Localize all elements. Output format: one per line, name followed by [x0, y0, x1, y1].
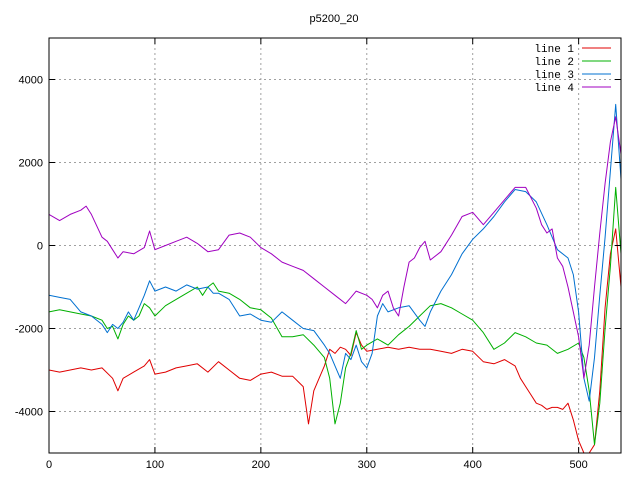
x-tick-label: 0: [46, 459, 52, 471]
legend-label: line 2: [534, 57, 574, 69]
series-line-2: [49, 186, 621, 446]
legend-label: line 1: [534, 44, 574, 56]
series-line-4: [49, 116, 621, 379]
x-tick-label: 500: [569, 459, 587, 471]
x-tick-label: 300: [358, 459, 376, 471]
tick-labels: 0 100 200 300 400 500 -4000 -2000 0 2000 4000: [15, 38, 621, 471]
x-tick-label: 200: [252, 459, 270, 471]
y-tick-label: 0: [37, 241, 43, 253]
y-tick-label: 2000: [19, 158, 43, 170]
legend-label: line 4: [534, 83, 574, 95]
chart-title: p5200_20: [310, 13, 359, 25]
series-layer: [49, 103, 621, 453]
x-tick-label: 400: [464, 459, 482, 471]
y-tick-label: -4000: [15, 407, 43, 419]
series-line-1: [49, 228, 621, 453]
grid: [49, 38, 621, 453]
x-tick-label: 100: [146, 459, 164, 471]
y-tick-label: -2000: [15, 324, 43, 336]
series-line-3: [49, 103, 621, 402]
y-tick-label: 4000: [19, 75, 43, 87]
legend-label: line 3: [534, 70, 574, 82]
